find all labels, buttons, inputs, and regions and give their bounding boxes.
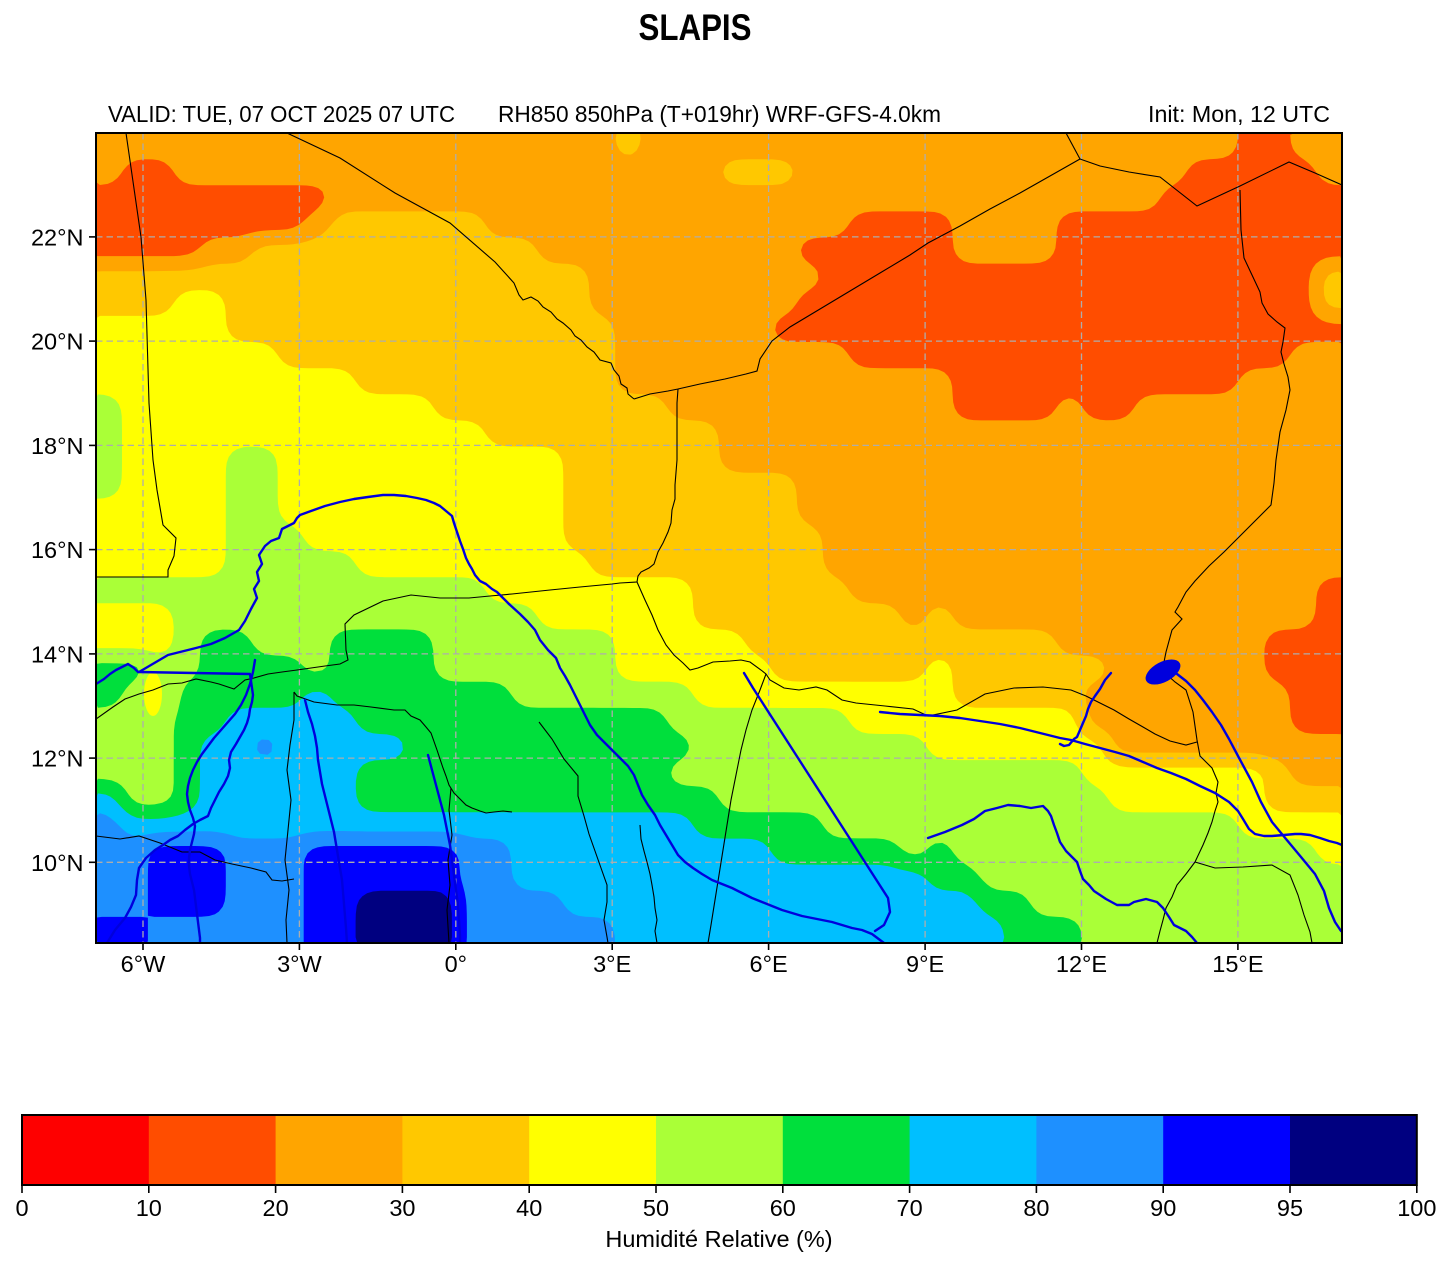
svg-text:15°E: 15°E bbox=[1212, 951, 1263, 977]
svg-text:RH850 850hPa (T+019hr) WRF-GFS: RH850 850hPa (T+019hr) WRF-GFS-4.0km bbox=[498, 101, 941, 127]
svg-text:22°N: 22°N bbox=[31, 224, 84, 250]
svg-text:6°W: 6°W bbox=[121, 951, 166, 977]
svg-text:3°W: 3°W bbox=[277, 951, 322, 977]
svg-text:30: 30 bbox=[389, 1195, 415, 1221]
svg-text:SLAPIS: SLAPIS bbox=[639, 6, 752, 48]
svg-text:80: 80 bbox=[1023, 1195, 1049, 1221]
svg-text:0: 0 bbox=[15, 1195, 28, 1221]
svg-text:3°E: 3°E bbox=[593, 951, 631, 977]
svg-text:Init: Mon, 12 UTC: Init: Mon, 12 UTC bbox=[1148, 101, 1330, 127]
svg-text:12°N: 12°N bbox=[31, 746, 84, 772]
svg-text:18°N: 18°N bbox=[31, 433, 84, 459]
svg-text:90: 90 bbox=[1150, 1195, 1176, 1221]
svg-text:6°E: 6°E bbox=[750, 951, 788, 977]
svg-text:70: 70 bbox=[897, 1195, 923, 1221]
svg-text:Humidité Relative (%): Humidité Relative (%) bbox=[605, 1226, 832, 1252]
svg-text:60: 60 bbox=[770, 1195, 796, 1221]
svg-text:20°N: 20°N bbox=[31, 329, 84, 355]
svg-text:VALID: TUE, 07 OCT 2025 07 UTC: VALID: TUE, 07 OCT 2025 07 UTC bbox=[108, 101, 455, 127]
svg-text:14°N: 14°N bbox=[31, 641, 84, 667]
svg-text:95: 95 bbox=[1277, 1195, 1303, 1221]
svg-text:9°E: 9°E bbox=[906, 951, 944, 977]
svg-text:12°E: 12°E bbox=[1056, 951, 1107, 977]
svg-text:0°: 0° bbox=[445, 951, 467, 977]
svg-text:20: 20 bbox=[263, 1195, 289, 1221]
svg-text:100: 100 bbox=[1397, 1195, 1436, 1221]
svg-text:10°N: 10°N bbox=[31, 850, 84, 876]
svg-text:50: 50 bbox=[643, 1195, 669, 1221]
svg-text:40: 40 bbox=[516, 1195, 542, 1221]
svg-text:16°N: 16°N bbox=[31, 537, 84, 563]
svg-text:10: 10 bbox=[136, 1195, 162, 1221]
